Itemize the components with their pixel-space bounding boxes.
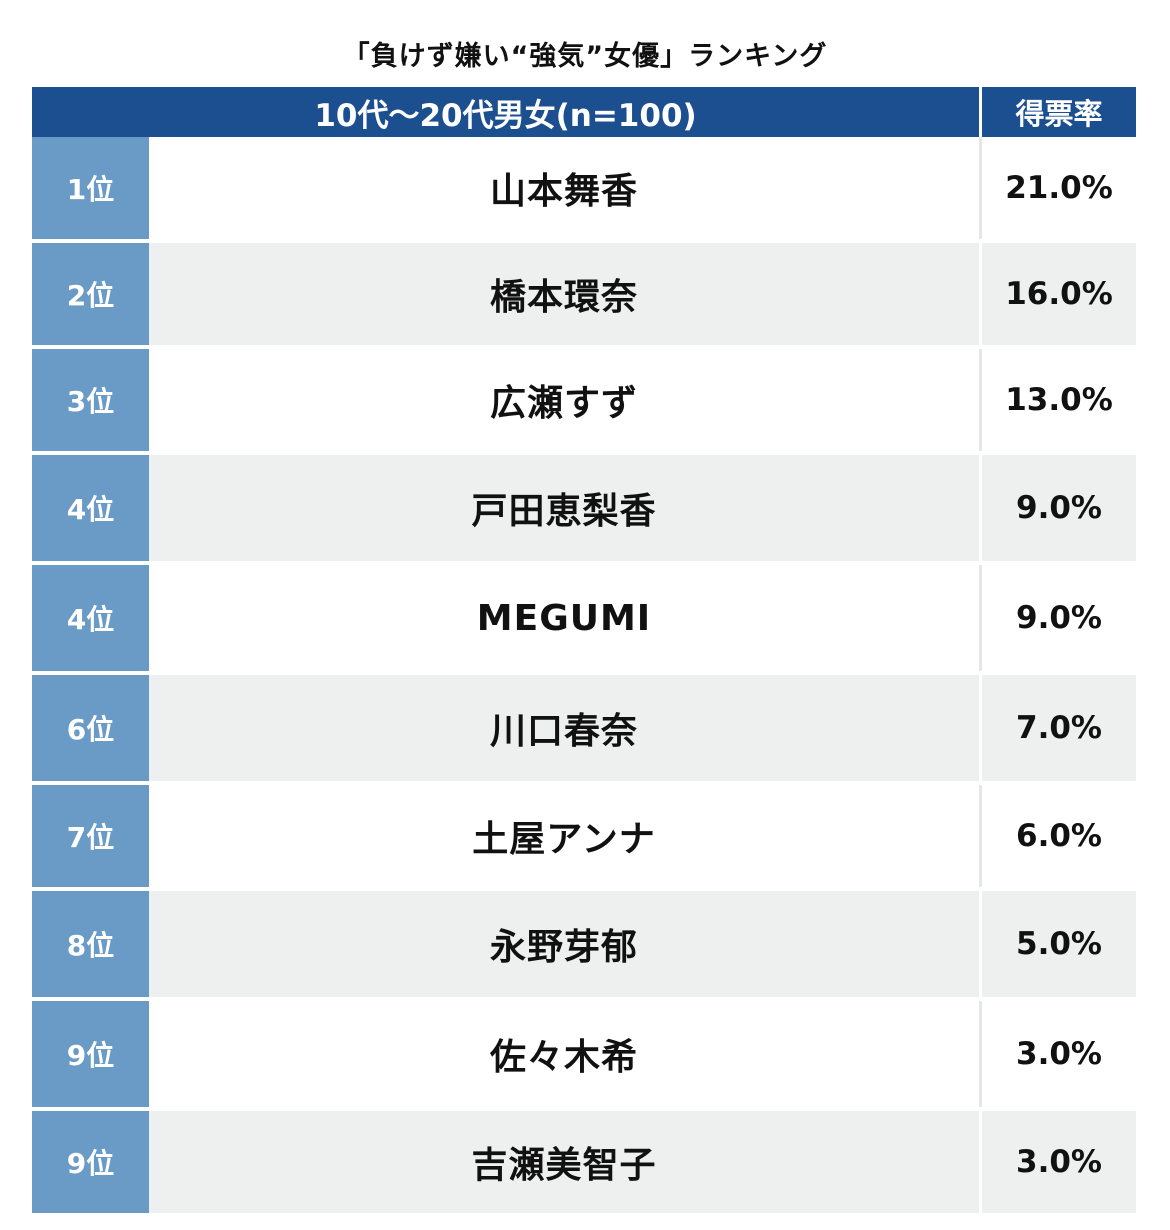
rank-cell: 6位	[32, 675, 149, 781]
table-row: 2位 橋本環奈 16.0%	[32, 243, 1136, 349]
table-row: 9位 吉瀬美智子 3.0%	[32, 1111, 1136, 1217]
table-row: 9位 佐々木希 3.0%	[32, 1001, 1136, 1111]
rank-cell: 7位	[32, 785, 149, 887]
table-row: 6位 川口春奈 7.0%	[32, 675, 1136, 785]
actress-name-cell: 土屋アンナ	[149, 785, 982, 887]
actress-name-cell: MEGUMI	[149, 565, 982, 671]
vote-rate-cell: 21.0%	[982, 137, 1136, 239]
vote-rate-cell: 13.0%	[982, 349, 1136, 451]
vote-rate-cell: 5.0%	[982, 891, 1136, 997]
table-row: 8位 永野芽郁 5.0%	[32, 891, 1136, 1001]
vote-rate-cell: 16.0%	[982, 243, 1136, 345]
rank-cell: 2位	[32, 243, 149, 345]
vote-rate-cell: 9.0%	[982, 565, 1136, 671]
actress-name-cell: 山本舞香	[149, 137, 982, 239]
vote-rate-cell: 7.0%	[982, 675, 1136, 781]
actress-name-cell: 戸田恵梨香	[149, 455, 982, 561]
table-row: 1位 山本舞香 21.0%	[32, 137, 1136, 243]
rank-cell: 4位	[32, 455, 149, 561]
table-body: 1位 山本舞香 21.0% 2位 橋本環奈 16.0% 3位 広瀬すず 13.0% 4位 戸田恵梨香…	[32, 137, 1136, 1217]
rank-cell: 9位	[32, 1111, 149, 1213]
actress-name-cell: 永野芽郁	[149, 891, 982, 997]
header-group-label: 10代〜20代男女(n=100)	[32, 87, 982, 137]
table-row: 3位 広瀬すず 13.0%	[32, 349, 1136, 455]
table-row: 4位 MEGUMI 9.0%	[32, 565, 1136, 675]
table-row: 7位 土屋アンナ 6.0%	[32, 785, 1136, 891]
rank-cell: 1位	[32, 137, 149, 239]
actress-name-cell: 広瀬すず	[149, 349, 982, 451]
vote-rate-cell: 3.0%	[982, 1001, 1136, 1107]
vote-rate-cell: 6.0%	[982, 785, 1136, 887]
actress-name-cell: 川口春奈	[149, 675, 982, 781]
rank-cell: 9位	[32, 1001, 149, 1107]
header-vote-rate-label: 得票率	[1015, 97, 1103, 131]
rank-cell: 8位	[32, 891, 149, 997]
actress-name-cell: 吉瀬美智子	[149, 1111, 982, 1213]
table-header: 10代〜20代男女(n=100) 得票率	[32, 87, 1136, 137]
vote-rate-cell: 9.0%	[982, 455, 1136, 561]
vote-rate-cell: 3.0%	[982, 1111, 1136, 1213]
table-row: 4位 戸田恵梨香 9.0%	[32, 455, 1136, 565]
actress-name-cell: 橋本環奈	[149, 243, 982, 345]
rank-cell: 4位	[32, 565, 149, 671]
chart-title: 「負けず嫌い“強気”女優」ランキング	[342, 41, 828, 72]
ranking-table: 10代〜20代男女(n=100) 得票率 1位 山本舞香 21.0% 2位 橋本環奈 16…	[32, 87, 1136, 1217]
rank-cell: 3位	[32, 349, 149, 451]
actress-name-cell: 佐々木希	[149, 1001, 982, 1107]
